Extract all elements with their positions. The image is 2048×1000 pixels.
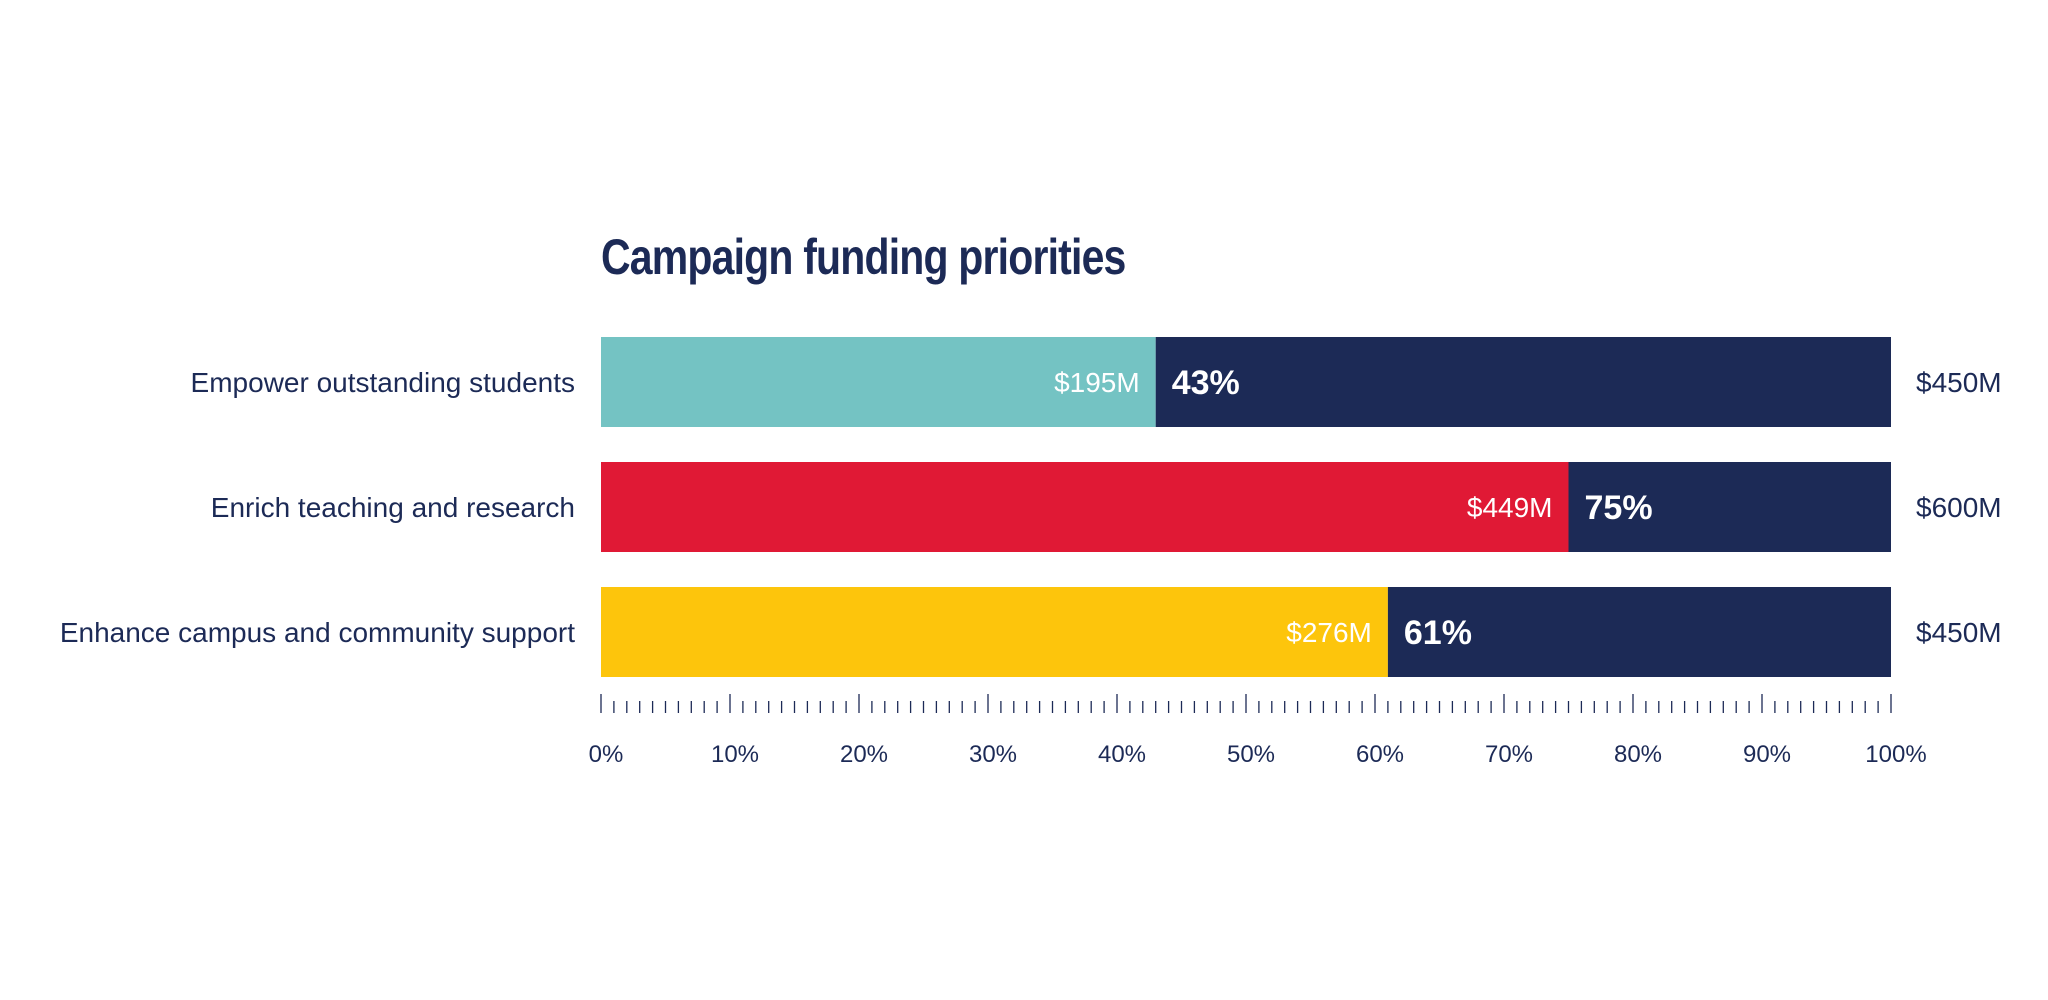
raised-amount-label: $195M [1054, 367, 1140, 398]
chart-title: Campaign funding priorities [601, 229, 1126, 285]
x-tick-label: 90% [1743, 741, 1791, 768]
bar-raised [601, 462, 1569, 552]
raised-amount-label: $276M [1286, 617, 1372, 648]
category-label: Enrich teaching and research [211, 492, 575, 523]
x-tick-label: 60% [1356, 741, 1404, 768]
percent-label: 75% [1585, 489, 1653, 527]
x-tick-label: 100% [1865, 741, 1926, 768]
goal-label: $450M [1916, 617, 2002, 648]
x-tick-label: 80% [1614, 741, 1662, 768]
category-label: Enhance campus and community support [60, 617, 575, 648]
percent-label: 43% [1172, 364, 1240, 402]
bar-remaining [1387, 587, 1891, 677]
bar-raised [601, 337, 1156, 427]
x-tick-label: 0% [589, 741, 624, 768]
x-tick-label: 50% [1227, 741, 1275, 768]
goal-label: $450M [1916, 367, 2002, 398]
x-tick-label: 70% [1485, 741, 1533, 768]
percent-label: 61% [1404, 614, 1472, 652]
goal-label: $600M [1916, 492, 2002, 523]
x-tick-label: 10% [711, 741, 759, 768]
bar-remaining [1568, 462, 1891, 552]
x-tick-label: 20% [840, 741, 888, 768]
x-tick-label: 40% [1098, 741, 1146, 768]
bar-raised [601, 587, 1388, 677]
raised-amount-label: $449M [1467, 492, 1553, 523]
bar-remaining [1155, 337, 1891, 427]
x-tick-label: 30% [969, 741, 1017, 768]
category-label: Empower outstanding students [191, 367, 575, 398]
